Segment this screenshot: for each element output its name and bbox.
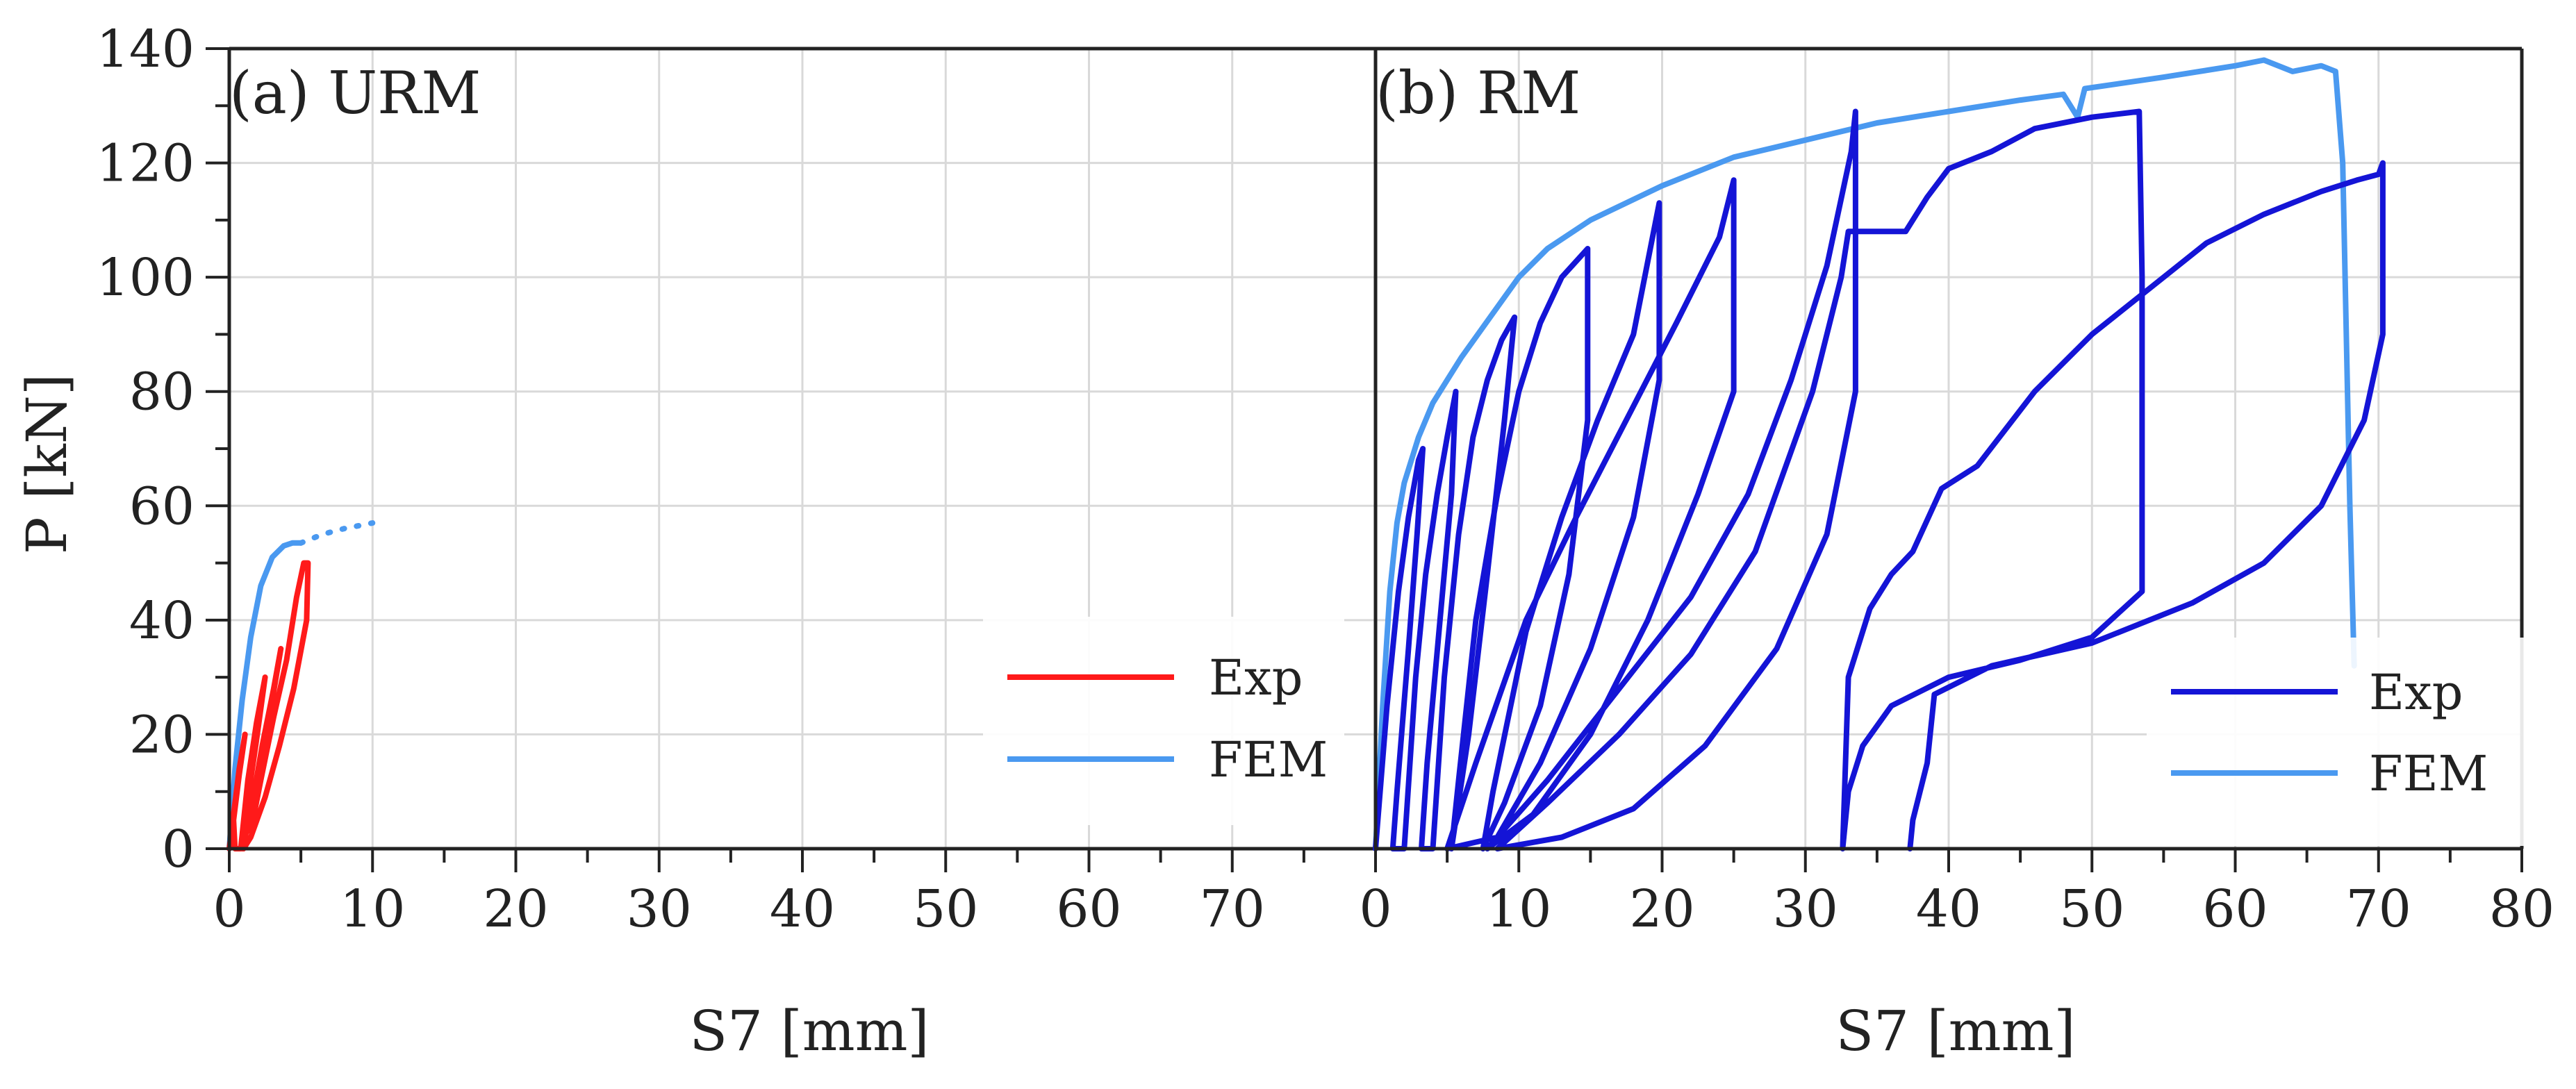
panel-urm: 0 10 20 30 40 50 60 70 0 20 40 60 80 100 120 140 (a) UR… [97,19,1377,1063]
series-rm [1373,57,2386,851]
x-tick-label: 40 [770,879,835,939]
grid-urm [229,49,1376,849]
y-tick-label: 20 [129,705,195,765]
x-tick-label: 80 [2489,879,2554,939]
x-tick-label: 70 [1200,879,1265,939]
x-tick-label: 60 [1056,879,1121,939]
tick-labels-rm: 0 10 20 30 40 50 60 70 80 [1359,879,2554,939]
y-axis-label: P [kN] [15,374,79,554]
panel-label-rm: (b) RM [1376,59,1580,127]
y-tick-label: 120 [97,134,195,194]
tick-labels-urm: 0 10 20 30 40 50 60 70 0 20 40 60 80 100 120 140 [97,19,1265,939]
series-line-exp [226,560,311,851]
grid-rm [1376,49,2522,849]
series-line-fem-continued [298,520,376,546]
x-tick-label: 20 [1629,879,1694,939]
legend-fem-label: FEM [2369,745,2488,802]
x-tick-label: 50 [913,879,978,939]
x-axis-label-urm: S7 [mm] [689,999,929,1063]
legend-fem-label: FEM [1209,731,1328,788]
x-tick-label: 0 [213,879,245,939]
y-tick-label: 80 [129,363,195,422]
series-line-fem [1373,57,2357,851]
legend-exp-label: Exp [2369,664,2463,721]
y-tick-label: 40 [129,591,195,651]
axes-urm [206,47,1377,872]
legend-rm: Exp FEM [2147,638,2557,846]
x-tick-label: 10 [340,879,405,939]
y-tick-label: 140 [97,19,195,79]
panel-label-urm: (a) URM [229,59,481,127]
x-tick-label: 30 [627,879,692,939]
x-tick-label: 10 [1486,879,1551,939]
x-axis-label-rm: S7 [mm] [1835,999,2075,1063]
series-line-exp [1373,108,2386,851]
y-tick-label: 0 [162,820,195,879]
x-tick-label: 70 [2346,879,2411,939]
x-tick-label: 30 [1773,879,1838,939]
legend-urm: Exp FEM [983,617,1344,825]
x-tick-label: 0 [1359,879,1392,939]
panel-rm: 0 10 20 30 40 50 60 70 80 (b) RM S7 [mm] Exp FEM [1359,47,2557,1063]
x-tick-label: 60 [2202,879,2268,939]
x-tick-label: 50 [2059,879,2124,939]
x-tick-label: 40 [1916,879,1981,939]
series-urm [226,520,376,851]
series-line-fem [226,540,304,851]
x-tick-label: 20 [483,879,548,939]
y-tick-label: 60 [129,476,195,536]
y-tick-label: 100 [97,248,195,308]
legend-exp-label: Exp [1209,649,1303,706]
